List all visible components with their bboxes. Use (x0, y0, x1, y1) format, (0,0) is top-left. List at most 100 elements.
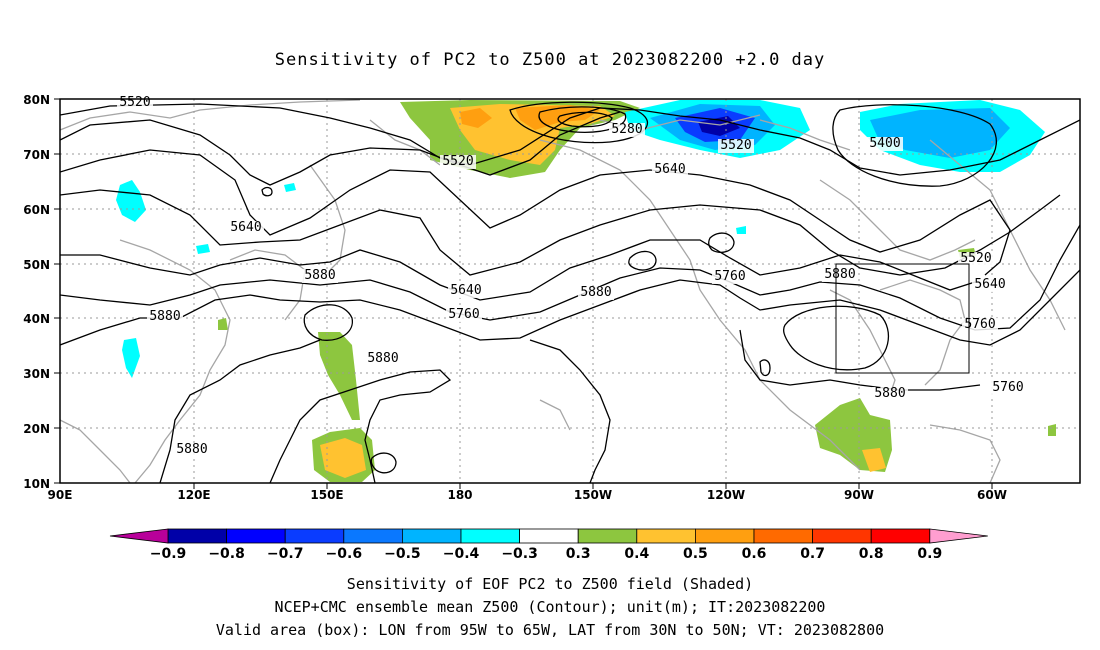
contour-label: 5640 (230, 220, 261, 235)
contour-line (60, 239, 976, 301)
contour-line (759, 359, 771, 377)
sensitivity-shading (116, 100, 1056, 482)
contour-label-bg (972, 278, 1008, 292)
z500-contours (60, 101, 1080, 483)
coastline (119, 239, 231, 483)
positive-region (320, 438, 366, 478)
lat-label: 40N (23, 312, 50, 326)
colorbar-label: 0.6 (742, 546, 767, 562)
colorbar-swatch (167, 528, 227, 544)
colorbar-label: −0.5 (384, 546, 421, 562)
colorbar-label: 0.3 (566, 546, 591, 562)
lon-label: 120E (177, 488, 210, 502)
coastline (539, 139, 861, 471)
colorbar-label: 0.9 (917, 546, 942, 562)
contour-line (509, 101, 649, 144)
negative-region (736, 226, 746, 234)
contour-label-bg (609, 123, 645, 137)
contour-label: 5400 (869, 136, 900, 151)
contour-label-bg (365, 352, 401, 366)
lon-label: 150E (310, 488, 343, 502)
lon-label: 120W (707, 488, 745, 502)
contour-line (303, 304, 353, 341)
positive-region (460, 108, 492, 128)
contour-line (159, 339, 321, 483)
colorbar-swatch (401, 528, 462, 544)
contour-line (628, 250, 657, 271)
contour-label: 5760 (714, 269, 745, 284)
contour-label: 5760 (992, 380, 1023, 395)
caption-line-1: Sensitivity of EOF PC2 to Z500 field (Sh… (346, 575, 754, 593)
positive-region (218, 318, 228, 330)
colorbar: −0.9 −0.8 −0.7 −0.6 −0.5 −0.4 −0.3 0.3 0.4 0.5 0.6… (109, 528, 988, 562)
coastline (879, 279, 966, 386)
coastline (829, 289, 896, 396)
contour-label: 5520 (720, 138, 751, 153)
contour-line (269, 369, 452, 483)
lat-label: 60N (23, 203, 50, 217)
valid-area-box (835, 263, 970, 374)
contour-label-bg (822, 268, 858, 282)
lon-label: 150W (574, 488, 612, 502)
contour-label: 5280 (611, 122, 642, 137)
contour-line (60, 149, 1011, 276)
caption-line-3: Valid area (box): LON from 95W to 65W, L… (215, 621, 885, 639)
positive-region (318, 332, 360, 420)
colorbar-swatch (343, 528, 403, 544)
contour-line (370, 452, 397, 474)
contour-label: 5760 (964, 317, 995, 332)
lon-label: 90E (48, 488, 73, 502)
contour-label: 5520 (119, 95, 150, 110)
colorbar-swatch (460, 528, 520, 544)
colorbar-left-tip (109, 528, 169, 544)
lat-label: 50N (23, 258, 50, 272)
contour-label-bg (872, 387, 908, 401)
contour-label: 5520 (442, 154, 473, 169)
contour-label-bg (440, 155, 476, 169)
colorbar-label: −0.6 (326, 546, 363, 562)
contour-line (529, 339, 611, 483)
contour-line (261, 186, 273, 197)
contour-label: 5760 (448, 307, 479, 322)
lon-label: 90W (844, 488, 874, 502)
colorbar-swatch (519, 528, 579, 544)
negative-region (698, 116, 740, 136)
contour-label: 5640 (654, 162, 685, 177)
contour-line (557, 111, 613, 128)
contour-label-bg (578, 286, 614, 300)
colorbar-label: −0.9 (150, 546, 187, 562)
coastline (819, 179, 976, 261)
lat-label: 80N (23, 93, 50, 107)
negative-region (196, 244, 210, 254)
coastline (60, 99, 361, 131)
contour-label-bg (718, 139, 754, 153)
contour-label: 5880 (367, 351, 398, 366)
contour-line (60, 103, 1080, 176)
contour-line (832, 104, 997, 187)
contour-label-bg (448, 284, 484, 298)
contour-line (739, 329, 981, 391)
contour-label: 5880 (149, 309, 180, 324)
contour-line (60, 111, 621, 186)
caption-line-2: NCEP+CMC ensemble mean Z500 (Contour); u… (274, 598, 826, 616)
contour-line (708, 232, 735, 253)
lon-label: 180 (447, 488, 472, 502)
coastline (229, 249, 306, 321)
colorbar-swatch (577, 528, 638, 544)
colorbar-label: −0.7 (267, 546, 304, 562)
contour-label: 5880 (176, 442, 207, 457)
contour-label-bg (446, 308, 482, 322)
contour-labels: 5520 5280 5520 5400 5520 5640 5640 5880 5640 5760… (117, 95, 1026, 457)
colorbar-label: 0.8 (859, 546, 884, 562)
negative-region (122, 338, 140, 378)
colorbar-label: 0.4 (624, 546, 649, 562)
coastline (539, 399, 571, 431)
contour-line (60, 189, 1061, 276)
colorbar-swatch (636, 528, 696, 544)
contour-label-bg (174, 443, 210, 457)
plot-frame (59, 98, 1081, 484)
colorbar-swatch (870, 528, 931, 544)
contour-label: 5520 (960, 251, 991, 266)
map-title: Sensitivity of PC2 to Z500 at 2023082200… (274, 50, 826, 70)
contour-label-bg (958, 252, 994, 266)
